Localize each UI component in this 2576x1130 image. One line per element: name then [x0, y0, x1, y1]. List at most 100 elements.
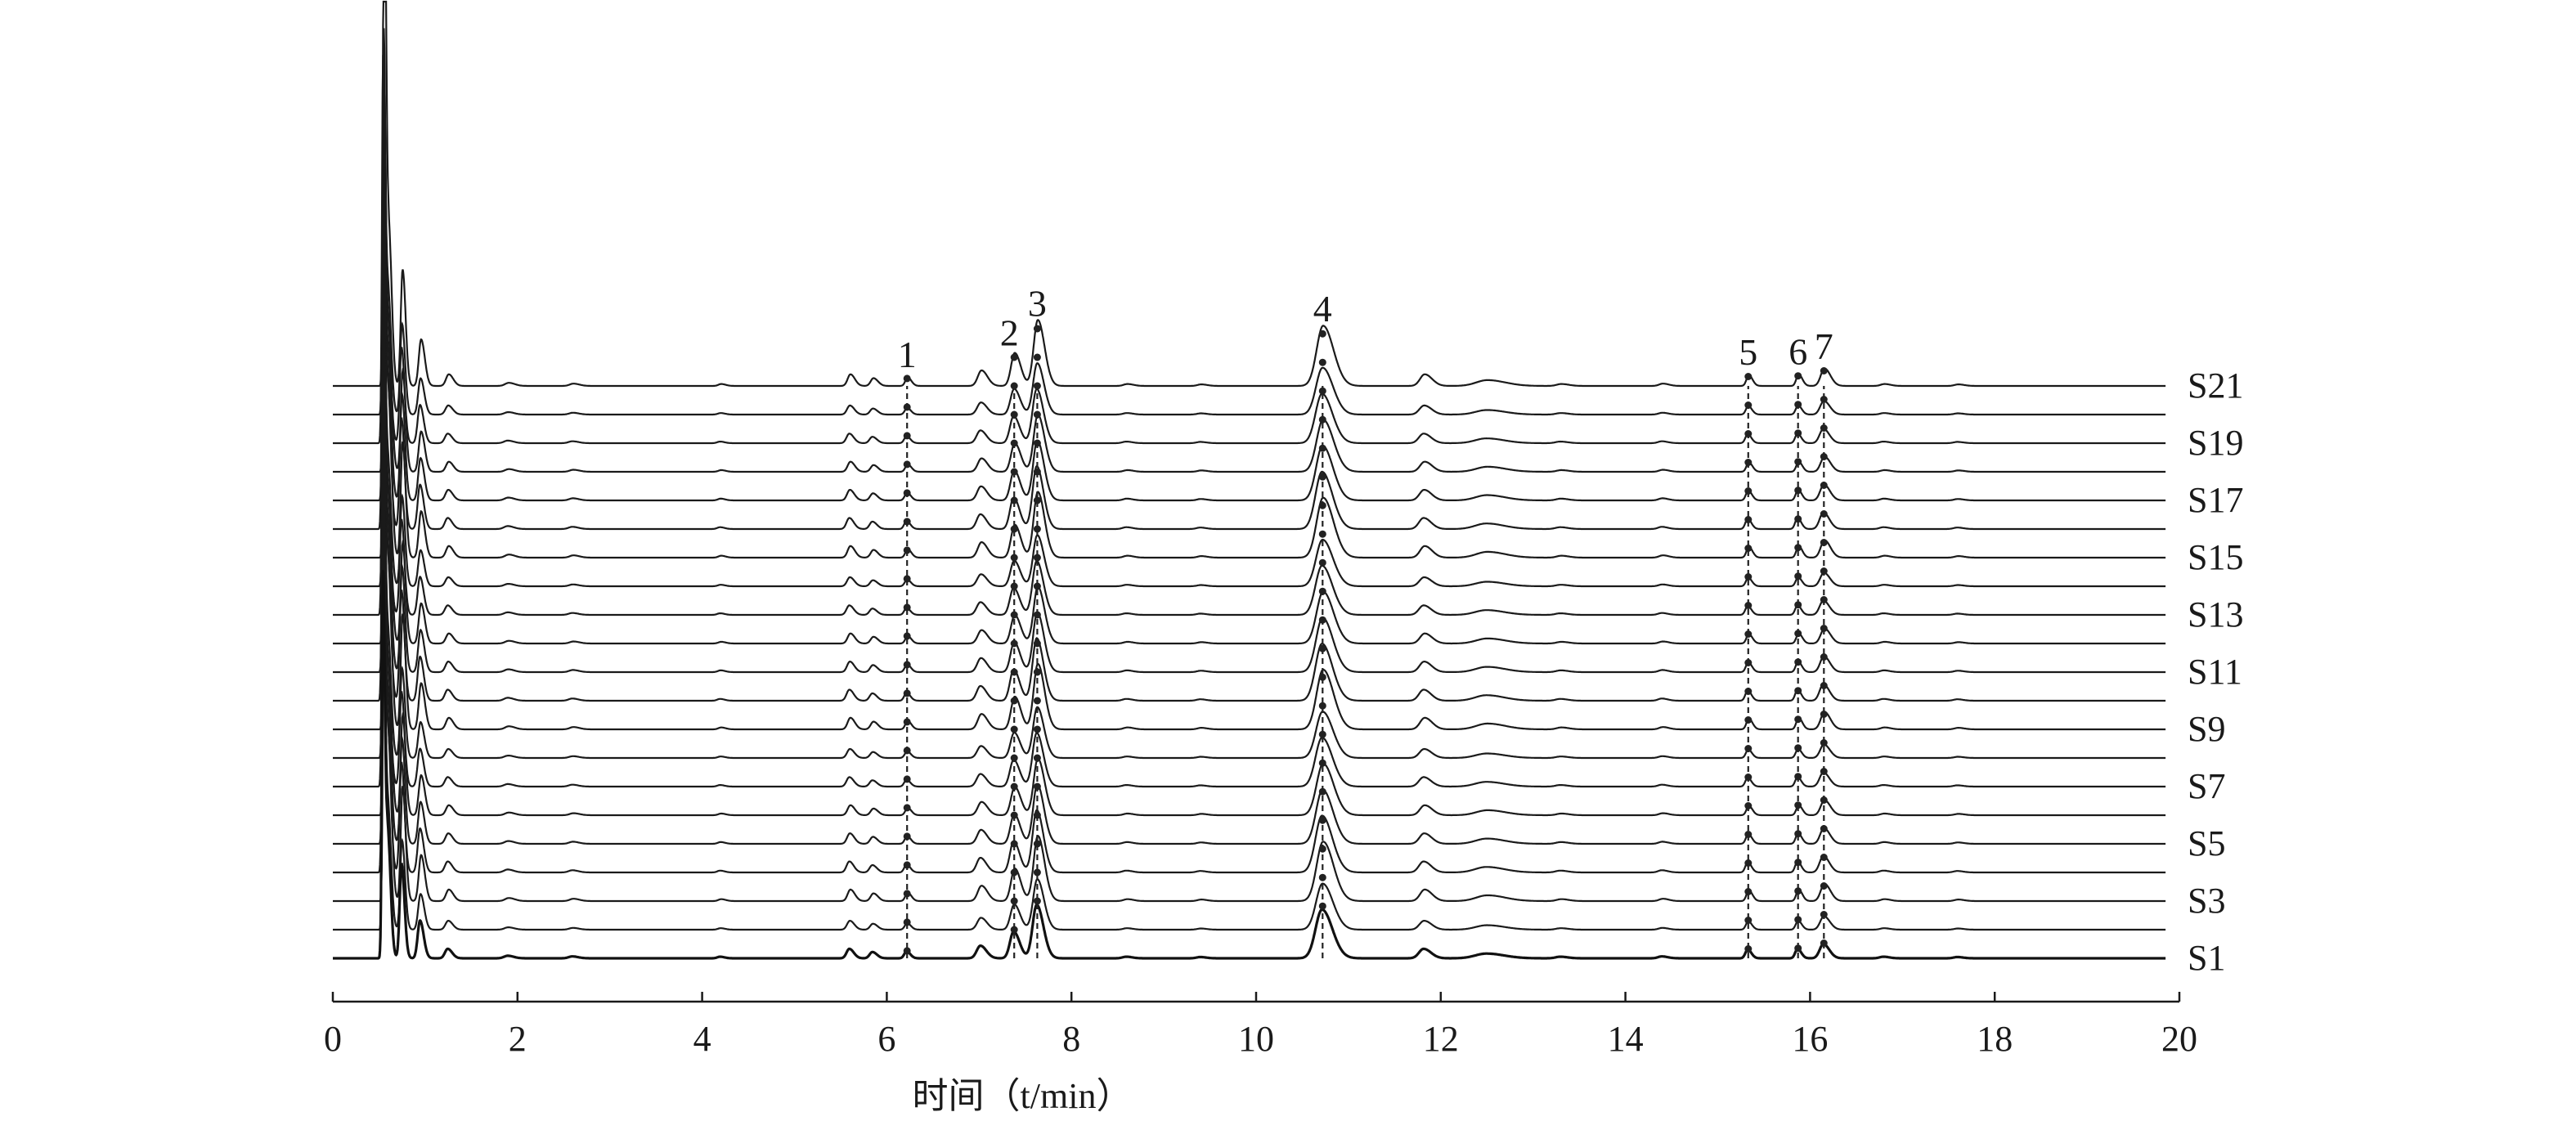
peak-marker [1033, 697, 1041, 705]
series-label: S21 [2188, 365, 2243, 406]
chromatogram-trace [333, 140, 2166, 531]
peak-marker [1318, 730, 1326, 738]
peak-marker [903, 861, 911, 869]
chromatogram-trace [333, 55, 2166, 445]
peak-marker [1820, 739, 1828, 747]
peak-marker [1744, 831, 1752, 838]
peak-marker [903, 832, 911, 841]
chromatogram-trace [333, 28, 2166, 416]
peak-marker [1010, 525, 1018, 533]
peak-marker [1744, 688, 1752, 695]
peak-marker [1744, 888, 1752, 895]
peak-marker [1744, 774, 1752, 781]
x-tick-label: 14 [1608, 1019, 1644, 1059]
peak-marker [1033, 611, 1041, 619]
x-tick-label: 16 [1792, 1019, 1828, 1059]
peak-marker [1794, 773, 1802, 781]
peak-marker [1033, 668, 1041, 676]
x-tick-label: 0 [324, 1019, 342, 1059]
peak-marker [903, 947, 911, 955]
x-axis: 0 2 4 6 8 10 12 14 16 18 20 [324, 992, 2197, 1059]
peak-marker [1318, 816, 1326, 824]
chromatogram-trace [333, 339, 2166, 731]
peak-marker [1033, 525, 1041, 533]
peak-marker [1794, 687, 1802, 695]
peak-marker [1010, 811, 1018, 819]
peak-marker [1318, 616, 1326, 624]
peak-marker [1820, 882, 1828, 890]
peak-marker [1010, 668, 1018, 676]
peak-marker [1820, 625, 1828, 632]
peak-marker [1318, 787, 1326, 796]
chromatogram-trace [333, 312, 2166, 702]
peak-marker [1010, 868, 1018, 877]
peak-marker [1820, 596, 1828, 603]
peak-marker [1794, 572, 1802, 581]
peak-marker [1033, 353, 1041, 361]
peak-marker [1010, 897, 1018, 905]
peak-number-label: 1 [898, 334, 917, 375]
peak-marker [903, 374, 911, 383]
peak-marker [1744, 459, 1752, 466]
trace-group: S21 S19 S17 S15 S13 S11 S9 S7 S5 S3 S1 [333, 0, 2243, 978]
peak-marker [1010, 496, 1018, 504]
peak-marker [903, 489, 911, 497]
peak-marker [1820, 482, 1828, 489]
peak-marker [1820, 424, 1828, 432]
peak-marker-group: 1 23 4 5 6 7 [898, 283, 1833, 958]
peak-marker [903, 603, 911, 612]
series-label: S1 [2188, 938, 2225, 978]
peak-number-label: 3 [1028, 283, 1047, 325]
peak-marker [903, 546, 911, 554]
peak-marker [1033, 410, 1041, 419]
peak-marker [1744, 602, 1752, 609]
peak-marker [1033, 582, 1041, 590]
series-label: S11 [2188, 652, 2242, 692]
peak-marker [1033, 811, 1041, 819]
peak-marker [903, 804, 911, 812]
chromatogram-trace [333, 426, 2166, 817]
peak-marker [1794, 944, 1802, 953]
series-label: S5 [2188, 823, 2225, 863]
peak-marker [1820, 367, 1828, 374]
peak-number-label: 2 [1000, 312, 1019, 353]
peak-marker [1010, 926, 1018, 934]
peak-number-label: 6 [1788, 330, 1807, 372]
peak-marker [1744, 373, 1752, 380]
peak-marker [903, 518, 911, 526]
peak-marker [1820, 796, 1828, 804]
peak-marker [1820, 539, 1828, 546]
peak-marker [1744, 716, 1752, 724]
chromatogram-trace [333, 510, 2166, 903]
peak-marker [1794, 744, 1802, 752]
peak-marker [1010, 554, 1018, 562]
x-axis-label: 时间（t/min） [913, 1076, 1133, 1116]
peak-marker [1010, 382, 1018, 390]
peak-marker [1010, 782, 1018, 791]
peak-number-label: 7 [1815, 325, 1833, 367]
peak-marker [1033, 725, 1041, 733]
peak-number-label: 5 [1739, 331, 1757, 373]
peak-marker [1033, 868, 1041, 877]
peak-marker [1033, 439, 1041, 447]
chromatogram-trace [333, 570, 2166, 960]
peak-marker [1820, 567, 1828, 575]
peak-marker [1033, 782, 1041, 791]
peak-marker [1010, 611, 1018, 619]
peak-marker [1318, 444, 1326, 452]
peak-marker [1318, 358, 1326, 366]
peak-marker [1318, 415, 1326, 424]
peak-marker [1744, 945, 1752, 953]
peak-marker [903, 403, 911, 411]
peak-marker [1744, 659, 1752, 666]
peak-marker [1010, 725, 1018, 733]
peak-marker [1318, 673, 1326, 681]
peak-marker [1318, 530, 1326, 538]
peak-marker [1820, 854, 1828, 861]
peak-marker [1033, 840, 1041, 848]
peak-marker [1318, 473, 1326, 481]
series-label: S15 [2188, 537, 2243, 577]
peak-marker [1744, 487, 1752, 495]
peak-marker [1033, 325, 1041, 333]
chromatogram-trace [333, 398, 2166, 788]
